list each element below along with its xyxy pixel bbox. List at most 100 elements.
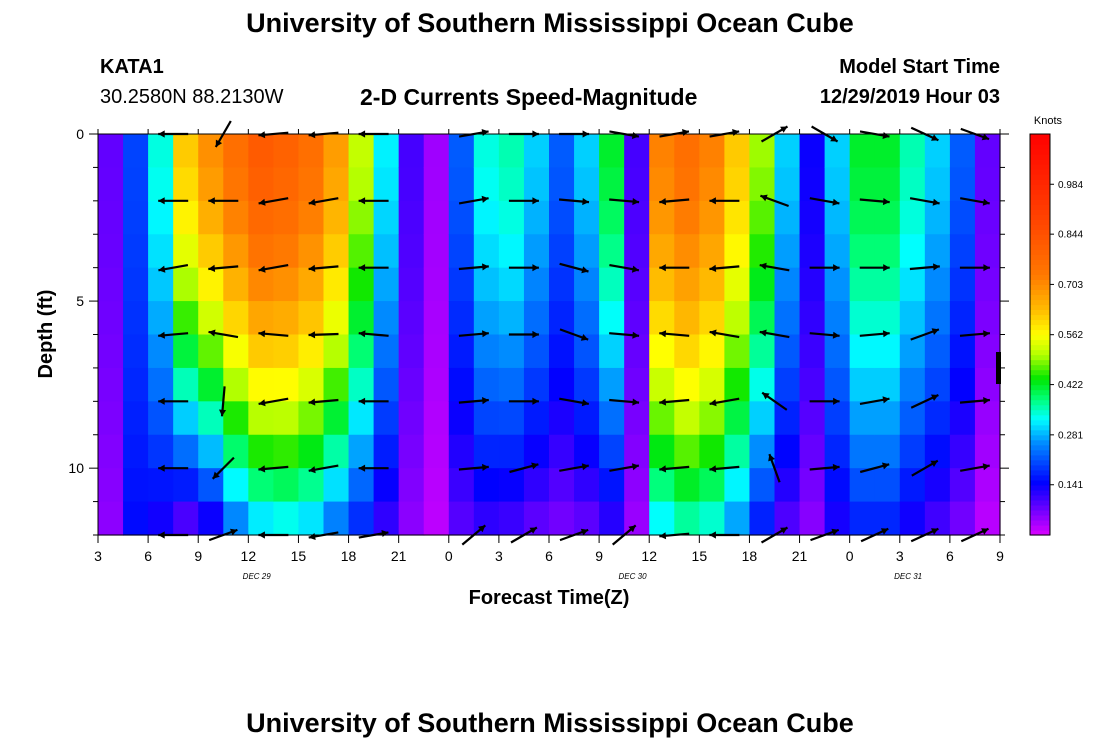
heatmap-cell <box>148 200 174 235</box>
heatmap-cell <box>298 501 325 536</box>
vector-arrowhead <box>208 264 216 272</box>
heatmap-cell <box>849 301 876 336</box>
vector-arrowhead <box>709 399 717 407</box>
colorbar-segment <box>1030 149 1050 155</box>
colorbar-segment <box>1030 144 1050 150</box>
vector-arrowhead <box>709 264 717 272</box>
colorbar-segment <box>1030 504 1050 511</box>
vector-arrowhead <box>358 197 366 205</box>
colorbar-segment <box>1030 199 1050 205</box>
vector-arrowhead <box>308 331 316 339</box>
heatmap-cell <box>724 334 751 369</box>
heatmap-cell <box>599 334 625 369</box>
vector-arrowhead <box>532 397 539 405</box>
heatmap-cell <box>198 200 224 235</box>
heatmap-cell <box>649 367 675 402</box>
heatmap-cell <box>373 334 400 369</box>
heatmap-cell <box>574 134 600 169</box>
heatmap-cell <box>749 367 776 402</box>
colorbar-segment <box>1030 434 1050 441</box>
heatmap-cell <box>549 401 575 436</box>
heatmap-cell <box>574 167 600 202</box>
heatmap-cell <box>498 167 525 202</box>
heatmap-cell <box>523 200 550 235</box>
heatmap-cell <box>749 501 776 536</box>
heatmap-cell <box>198 401 224 436</box>
heatmap-cell <box>448 367 475 402</box>
heatmap-cell <box>173 267 199 302</box>
heatmap-cell <box>248 134 274 169</box>
heatmap-cell <box>674 200 700 235</box>
heatmap-cell <box>323 434 350 469</box>
heatmap-cell <box>123 301 149 336</box>
heatmap-cell <box>774 334 801 369</box>
vector-arrowhead <box>529 527 537 534</box>
heatmap-cell <box>624 134 650 169</box>
vector-arrowhead <box>759 262 767 270</box>
colorbar-segment <box>1030 524 1050 531</box>
vector-arrowhead <box>832 463 840 471</box>
vector-arrowhead <box>631 265 639 273</box>
vector-arrowhead <box>709 329 717 337</box>
heatmap-cell <box>599 134 625 169</box>
colorbar-segment <box>1030 379 1050 386</box>
colorbar: 0.141 0.281 0.422 0.562 0.703 0.844 0.984 <box>1029 133 1083 536</box>
vector-arrowhead <box>883 264 890 272</box>
heatmap-cell <box>824 468 851 503</box>
heatmap-cell <box>248 200 274 235</box>
x-tick-label: 21 <box>792 548 808 564</box>
heatmap-cell <box>549 468 575 503</box>
colorbar-segment <box>1030 254 1050 260</box>
vector-arrowhead <box>208 197 215 205</box>
heatmap-cell <box>799 234 826 269</box>
colorbar-tick-label: 0.422 <box>1058 380 1083 391</box>
heatmap-cell <box>899 200 926 235</box>
heatmap-cell <box>824 434 851 469</box>
vector-arrowhead <box>931 394 939 401</box>
colorbar-segment <box>1030 159 1050 165</box>
colorbar-segment <box>1030 509 1050 516</box>
station-id: KATA1 <box>100 56 164 78</box>
heatmap-cell <box>398 267 425 302</box>
colorbar-segment <box>1030 279 1050 285</box>
heatmap-cell <box>323 334 350 369</box>
colorbar-segment <box>1030 464 1050 471</box>
colorbar-tick-label: 0.281 <box>1058 430 1083 441</box>
heatmap-cell <box>523 501 550 536</box>
heatmap-cell <box>448 334 475 369</box>
heatmap-cell <box>198 167 224 202</box>
heatmap-cell <box>423 501 450 536</box>
heatmap-cell <box>774 134 801 169</box>
heatmap-cell <box>123 468 149 503</box>
heatmap-cell <box>674 134 700 169</box>
date-label: DEC 31 <box>894 572 922 581</box>
vector-arrowhead <box>831 528 839 536</box>
heatmap-cell <box>223 301 249 336</box>
heatmap-cell <box>674 434 700 469</box>
heatmap-cell <box>699 301 725 336</box>
vector-arrowhead <box>632 198 640 206</box>
heatmap-cell <box>774 501 801 536</box>
colorbar-segment <box>1030 439 1050 446</box>
vector-arrowhead <box>208 329 216 337</box>
vector-arrowhead <box>882 330 890 338</box>
heatmap-cell <box>624 401 650 436</box>
heatmap-cell <box>799 200 826 235</box>
x-tick-label: 9 <box>595 548 603 564</box>
heatmap-cell <box>799 301 826 336</box>
heatmap-cell <box>298 301 325 336</box>
colorbar-segment <box>1030 444 1050 451</box>
heatmap-cell <box>674 501 700 536</box>
colorbar-segment <box>1030 204 1050 210</box>
heatmap-cell <box>373 401 400 436</box>
vector-arrowhead <box>481 195 489 203</box>
heatmap-cell <box>624 200 650 235</box>
heatmap-cell <box>523 267 550 302</box>
heatmap-cell <box>949 167 976 202</box>
heatmap-cell <box>724 367 751 402</box>
heatmap-cell <box>323 301 350 336</box>
heatmap-cell <box>899 434 926 469</box>
colorbar-segment <box>1030 394 1050 401</box>
heatmap-cell <box>123 234 149 269</box>
vector-arrowhead <box>659 398 667 406</box>
